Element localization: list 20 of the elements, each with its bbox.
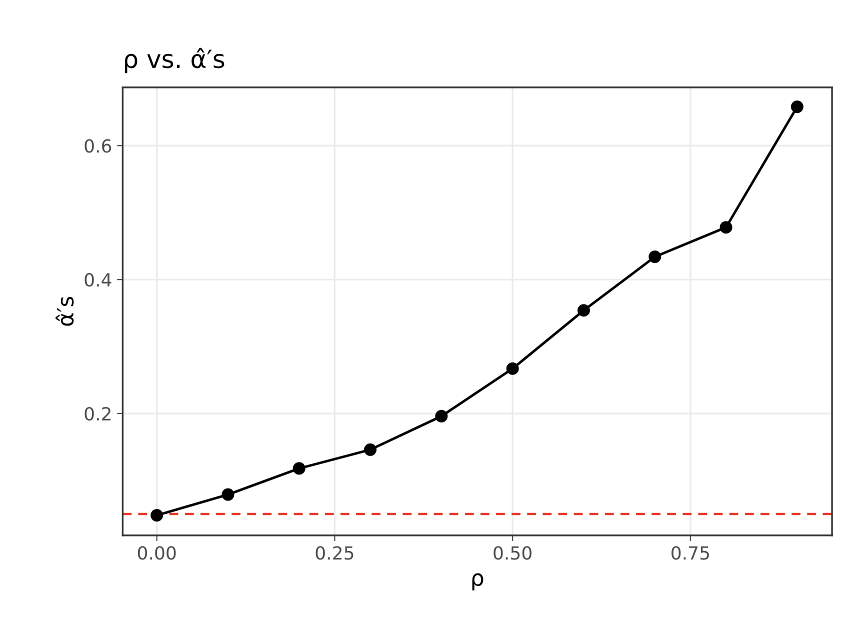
x-tick-label: 0.75 [672,546,709,560]
point [577,304,590,317]
x-tick-label: 0.00 [138,546,176,560]
y-axis-title: α̂′s [56,296,74,326]
y-tick-label: 0.6 [84,139,112,153]
x-tick-label: 0.25 [316,546,354,560]
point [364,443,377,456]
y-tick-label: 0.2 [84,406,110,421]
point [506,362,519,375]
y-tick-label: 0.4 [84,273,112,287]
x-axis-title: ρ [472,573,484,590]
point [222,488,234,501]
point [292,462,306,475]
point [150,509,164,522]
x-tick-label: 0.50 [494,546,532,560]
point [790,100,804,114]
chart-title: ρ vs. α̂′s [124,48,224,74]
point [435,410,448,422]
point [720,221,732,234]
point [648,250,662,264]
